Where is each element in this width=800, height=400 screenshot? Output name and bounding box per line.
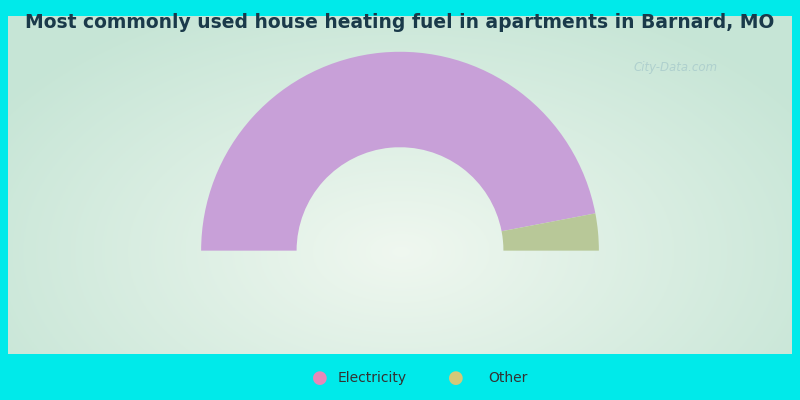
- Text: Most commonly used house heating fuel in apartments in Barnard, MO: Most commonly used house heating fuel in…: [26, 12, 774, 32]
- Text: Electricity: Electricity: [338, 371, 406, 385]
- Text: ●: ●: [448, 369, 464, 387]
- Wedge shape: [201, 52, 595, 251]
- Text: ●: ●: [312, 369, 328, 387]
- Wedge shape: [502, 213, 599, 251]
- Text: Other: Other: [488, 371, 528, 385]
- Text: City-Data.com: City-Data.com: [634, 62, 718, 74]
